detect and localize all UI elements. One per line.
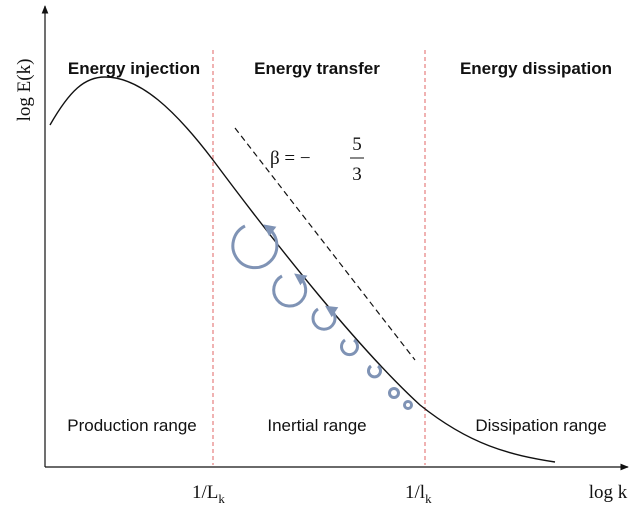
range-label: Dissipation range [475, 416, 606, 435]
marker-subscript: k [425, 491, 432, 506]
header-label: Energy injection [68, 59, 200, 78]
header-label: Energy transfer [254, 59, 380, 78]
slope-line [234, 127, 416, 361]
y-axis-label: log E(k) [14, 59, 35, 122]
spectrum-curve [49, 76, 556, 463]
slope-denominator: 3 [352, 164, 362, 185]
range-label: Production range [67, 416, 196, 435]
eddies [231, 224, 413, 410]
range-label: Inertial range [267, 416, 366, 435]
marker-text: 1/l [405, 482, 425, 503]
slope-prefix: β = − [270, 148, 311, 169]
x-axis-label: log k [589, 482, 628, 503]
header-label: Energy dissipation [460, 59, 612, 78]
marker-subscript: k [218, 491, 225, 506]
scale-marker: 1/Lk [192, 482, 225, 506]
scale-marker: 1/lk [405, 482, 432, 506]
marker-text: 1/L [192, 482, 218, 503]
slope-numerator: 5 [352, 134, 362, 155]
